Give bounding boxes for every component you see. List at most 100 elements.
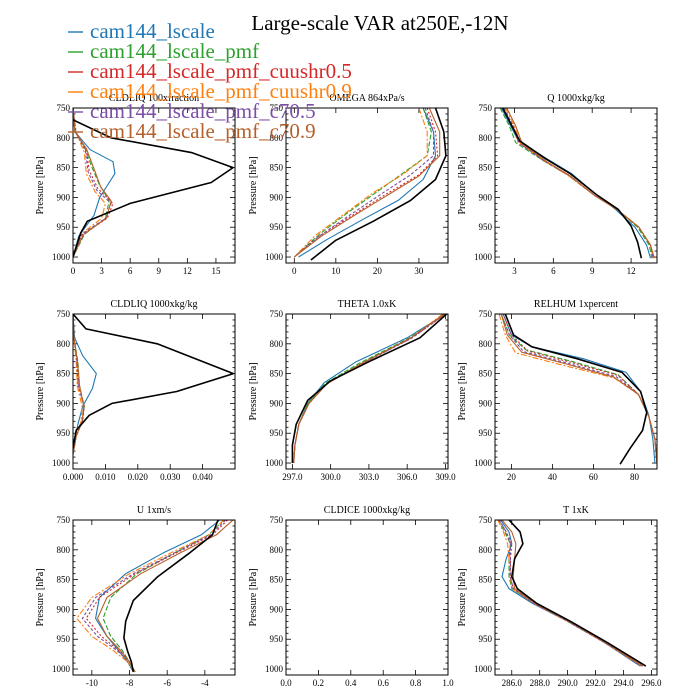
panel-0: CLDLIQ 100xfraction Pressure [hPa] 750 800 8… [35,93,236,276]
x-tick-label: 20 [373,266,383,276]
y-tick-label: 900 [57,192,71,202]
y-tick-label: 800 [479,133,493,143]
panel-2: Q 1000xkg/kg Pressure [hPa] 750 800 850 900 95… [457,93,658,276]
series-line-obs [504,314,648,465]
series-group [499,108,655,259]
y-tick-label: 1000 [52,252,71,262]
y-tick-label: 750 [479,103,493,113]
x-tick-label: 292.0 [585,678,606,688]
x-tick-label: 12 [183,266,192,276]
y-tick-label: 1000 [265,664,284,674]
series-line-cam144_lscale_pmf [499,108,653,259]
x-tick-label: 296.0 [641,678,662,688]
x-tick-label: 0.2 [313,678,324,688]
y-tick-label: 900 [57,398,71,408]
plot-frame [72,313,236,470]
series-group [73,108,234,258]
y-tick-label: 850 [479,575,493,585]
y-tick-label: 750 [57,515,71,525]
y-tick-label: 950 [57,428,71,438]
x-tick-label: 306.0 [397,472,418,482]
panel-3: CLDLIQ 1000xkg/kg Pressure [hPa] 750 800 850… [35,299,236,482]
legend-item: cam144_lscale_pmf_c70.9 [68,119,316,143]
series-line-cam144_lscale_pmf_c70.5 [293,108,435,258]
y-tick-label: 800 [57,133,71,143]
y-tick-label: 950 [270,222,284,232]
y-tick-label: 800 [270,545,284,555]
y-tick-label: 950 [479,634,493,644]
y-tick-label: 1000 [474,252,493,262]
series-line-obs [502,108,643,259]
y-tick-label: 850 [479,163,493,173]
panel-7: CLDICE 1000xkg/kg Pressure [hPa] 750 800 850… [248,505,454,688]
x-tick-label: 297.0 [282,472,303,482]
y-tick-label: 950 [57,634,71,644]
x-tick-label: -8 [126,678,134,688]
series-line-cam144_lscale_pmf [497,520,642,667]
series-line-cam144_lscale [73,108,116,258]
series-line-cam144_lscale_pmf_c70.9 [293,108,441,258]
legend-label: cam144_lscale [90,19,215,43]
legend-item: cam144_lscale_pmf_cuushr0.9 [68,79,352,103]
series-group [73,314,235,455]
series-line-cam144_lscale_pmf_c70.9 [96,520,234,673]
panel-8: T 1xK Pressure [hPa] 750 800 850 900 950 1000 28… [457,505,662,688]
x-tick-label: 0.4 [345,678,357,688]
series-line-cam144_lscale_pmf_c70.5 [81,520,226,673]
x-tick-label: 309.0 [435,472,456,482]
y-axis-label: Pressure [hPa] [248,568,259,626]
y-axis-label: Pressure [hPa] [248,362,259,420]
y-axis-label: Pressure [hPa] [248,156,259,214]
panel-title: CLDLIQ 100xfraction [109,93,199,104]
series-line-cam144_lscale_pmf_cuushr0.9 [498,314,657,464]
y-tick-label: 800 [57,339,71,349]
panel-title: OMEGA 864xPa/s [329,93,404,104]
y-axis-label: Pressure [hPa] [35,362,46,420]
y-tick-label: 800 [270,133,284,143]
series-line-cam144_lscale_pmf_c70.9 [506,108,655,259]
series-line-cam144_lscale_pmf_c70.5 [498,520,642,667]
series-line-cam144_lscale_pmf_c70.5 [500,314,657,464]
x-tick-label: 0 [292,266,297,276]
series-line-cam144_lscale_pmf_cuushr0.5 [85,520,228,673]
x-tick-label: 290.0 [557,678,578,688]
x-tick-label: 0.010 [95,472,116,482]
plot-frame [72,519,236,676]
y-tick-label: 1000 [265,458,284,468]
y-axis-label: Pressure [hPa] [457,568,468,626]
series-line-obs [73,314,235,449]
x-tick-label: 0.8 [410,678,422,688]
y-tick-label: 800 [270,339,284,349]
legend-label: cam144_lscale_pmf_cuushr0.5 [90,59,352,83]
y-tick-label: 950 [479,222,493,232]
x-tick-label: 10 [331,266,341,276]
y-tick-label: 750 [270,515,284,525]
x-tick-label: 40 [548,472,558,482]
series-group [293,108,447,261]
panel-title: U 1xm/s [137,505,171,516]
y-tick-label: 1000 [474,664,493,674]
y-tick-label: 900 [479,604,493,614]
x-tick-label: 6 [551,266,556,276]
panel-title: RELHUM 1xpercent [534,299,618,310]
x-tick-label: -6 [163,678,171,688]
series-line-cam144_lscale [298,108,437,258]
x-tick-label: 6 [128,266,133,276]
y-tick-label: 900 [57,604,71,614]
x-tick-label: 60 [589,472,599,482]
y-tick-label: 1000 [474,458,493,468]
y-tick-label: 850 [270,575,284,585]
y-tick-label: 1000 [52,664,71,674]
x-tick-label: 286.0 [502,678,523,688]
series-group [498,314,657,465]
series-line-cam144_lscale [73,314,97,449]
y-tick-label: 800 [479,339,493,349]
panel-title: Q 1000xkg/kg [547,93,605,104]
panel-4: THETA 1.0xK Pressure [hPa] 750 800 850 900 950… [248,299,456,482]
series-line-cam144_lscale_pmf_cuushr0.5 [293,108,439,258]
x-tick-label: 0.030 [160,472,181,482]
plot-frame [494,107,658,264]
plot-frame [285,519,449,676]
series-line-cam144_lscale_pmf_cuushr0.5 [73,108,114,258]
x-tick-label: 0 [71,266,76,276]
